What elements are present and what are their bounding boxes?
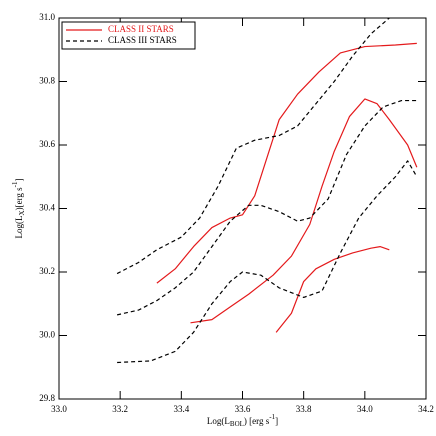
ylabel-part: ] bbox=[14, 179, 24, 182]
legend-box bbox=[61, 21, 196, 50]
y-tick-label: 29.8 bbox=[39, 393, 55, 403]
ylabel-part: Log(L bbox=[14, 215, 24, 238]
x-tick-label: 33.2 bbox=[112, 404, 128, 414]
ylabel: Log(LX)[erg s-1] bbox=[11, 179, 26, 239]
xlabel-part: Log(L bbox=[207, 416, 230, 426]
ylabel-part: )[erg s bbox=[14, 187, 24, 211]
legend-label: CLASS II STARS bbox=[108, 24, 174, 34]
x-tick-label: 33.6 bbox=[235, 404, 251, 414]
x-tick-label: 33.0 bbox=[51, 404, 67, 414]
ylabel-part: -1 bbox=[11, 181, 19, 187]
plot-frame bbox=[58, 17, 427, 400]
y-tick-label: 30.4 bbox=[39, 203, 55, 213]
y-tick-label: 30.0 bbox=[39, 330, 55, 340]
ylabel-part: X bbox=[18, 210, 26, 215]
y-tick-label: 31.0 bbox=[39, 12, 55, 22]
xlabel-part: ) [erg s bbox=[244, 416, 270, 426]
legend-label: CLASS III STARS bbox=[108, 35, 177, 45]
curve bbox=[117, 160, 418, 364]
y-tick-label: 30.6 bbox=[39, 139, 55, 149]
curve bbox=[190, 98, 418, 324]
y-tick-label: 30.2 bbox=[39, 266, 55, 276]
curve bbox=[116, 17, 390, 275]
x-tick-label: 34.2 bbox=[418, 404, 434, 414]
curve bbox=[116, 99, 417, 316]
xlabel-part: ] bbox=[275, 416, 278, 426]
x-tick-label: 33.8 bbox=[296, 404, 312, 414]
y-tick-label: 30.8 bbox=[39, 76, 55, 86]
curve bbox=[275, 246, 390, 333]
curve bbox=[156, 42, 417, 284]
xlabel-part: -1 bbox=[269, 413, 275, 421]
xlabel-part: BOL bbox=[230, 420, 244, 428]
x-tick-label: 34.0 bbox=[357, 404, 373, 414]
x-tick-label: 33.4 bbox=[173, 404, 189, 414]
xlabel: Log(LBOL) [erg s-1] bbox=[207, 413, 278, 428]
